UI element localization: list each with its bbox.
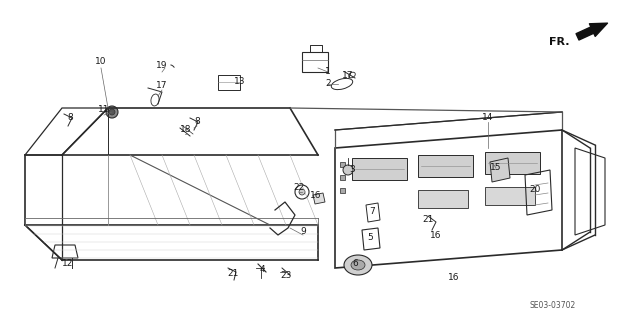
- Text: 10: 10: [95, 57, 107, 66]
- Text: 21: 21: [422, 216, 434, 225]
- Text: 1: 1: [325, 68, 331, 77]
- Text: 8: 8: [194, 117, 200, 127]
- Text: 7: 7: [369, 207, 375, 217]
- Text: 22: 22: [293, 182, 305, 191]
- FancyBboxPatch shape: [340, 175, 345, 180]
- Text: 4: 4: [259, 265, 265, 275]
- Text: 6: 6: [352, 258, 358, 268]
- Text: 21: 21: [227, 269, 239, 278]
- Text: 11: 11: [99, 106, 109, 115]
- Text: 12: 12: [62, 259, 74, 269]
- FancyBboxPatch shape: [340, 162, 345, 167]
- FancyBboxPatch shape: [340, 188, 345, 193]
- Text: 15: 15: [490, 164, 502, 173]
- Text: 16: 16: [448, 272, 460, 281]
- FancyArrowPatch shape: [576, 23, 607, 40]
- Ellipse shape: [344, 255, 372, 275]
- FancyBboxPatch shape: [418, 190, 468, 208]
- Text: 14: 14: [483, 114, 493, 122]
- Text: 17: 17: [342, 71, 354, 80]
- Circle shape: [106, 106, 118, 118]
- Circle shape: [109, 109, 115, 115]
- Text: 5: 5: [367, 234, 373, 242]
- FancyBboxPatch shape: [485, 187, 535, 205]
- Text: 20: 20: [529, 186, 541, 195]
- Text: 19: 19: [156, 62, 168, 70]
- Circle shape: [343, 165, 353, 175]
- FancyBboxPatch shape: [485, 152, 540, 174]
- Text: 18: 18: [180, 125, 192, 135]
- Ellipse shape: [351, 260, 365, 270]
- FancyBboxPatch shape: [418, 155, 473, 177]
- FancyBboxPatch shape: [352, 158, 407, 180]
- Text: 23: 23: [280, 271, 292, 279]
- Polygon shape: [313, 193, 325, 204]
- Text: 3: 3: [349, 166, 355, 174]
- Text: FR.: FR.: [550, 37, 570, 47]
- Text: 17: 17: [156, 81, 168, 91]
- Text: SE03-03702: SE03-03702: [530, 300, 576, 309]
- Polygon shape: [490, 158, 510, 182]
- Circle shape: [299, 189, 305, 195]
- Text: 8: 8: [67, 114, 73, 122]
- Text: 13: 13: [234, 78, 246, 86]
- Text: 16: 16: [310, 191, 322, 201]
- Text: 16: 16: [430, 231, 442, 240]
- Text: 9: 9: [300, 226, 306, 235]
- Text: 2: 2: [325, 79, 331, 88]
